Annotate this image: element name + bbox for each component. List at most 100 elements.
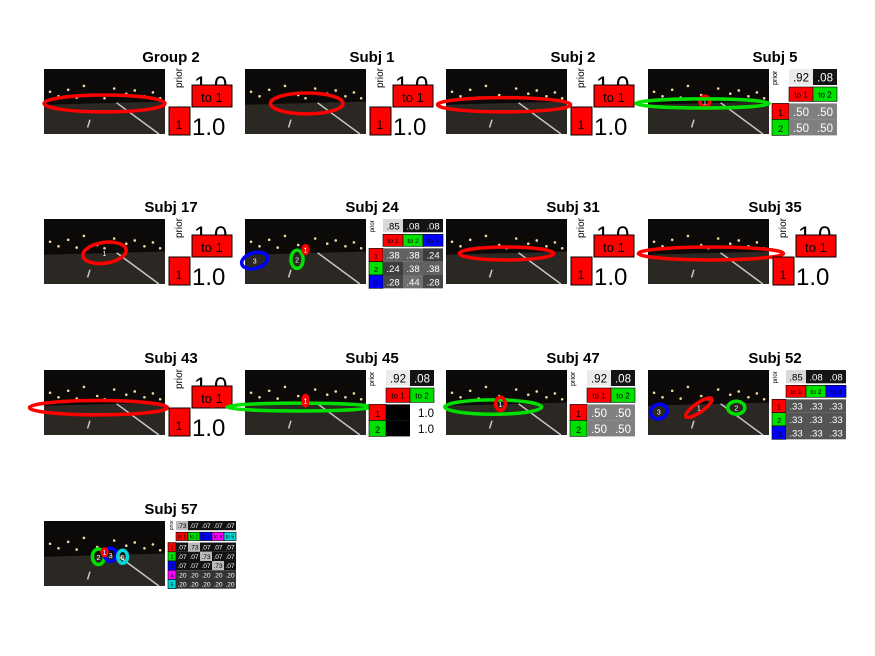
scene-light: [561, 398, 564, 401]
scene-light: [535, 390, 538, 393]
scene-light: [314, 388, 317, 391]
source-label: 1: [171, 546, 174, 552]
scene-light: [747, 95, 750, 98]
scene-light: [113, 87, 116, 90]
prior-value: .07: [201, 523, 211, 530]
scene-ground: [245, 102, 366, 135]
scene-light: [113, 539, 116, 542]
prior-label: prior: [174, 368, 185, 389]
scene-light: [125, 393, 128, 396]
matrix-value: .20: [177, 572, 187, 579]
scene-light: [661, 95, 664, 98]
matrix-value: .20: [225, 572, 235, 579]
scene-image: [245, 69, 366, 134]
matrix-value: .73: [213, 563, 223, 570]
matrix-value: 1.0: [418, 424, 434, 436]
scene-light: [143, 245, 146, 248]
scene-light: [451, 90, 454, 93]
matrix-value: .33: [809, 428, 822, 439]
scene-light: [485, 386, 488, 389]
scene-light: [284, 386, 287, 389]
matrix-value: .33: [789, 415, 802, 426]
scene-light: [250, 391, 253, 394]
source-label: 2: [777, 416, 781, 425]
prior-label: prior: [770, 70, 779, 85]
matrix-value: .50: [615, 424, 631, 436]
target-label: to 2: [415, 392, 429, 401]
matrix-value: .07: [213, 545, 223, 552]
target-label: to 3: [202, 534, 211, 540]
matrix-cell: 1.0: [594, 114, 627, 141]
scene-light: [152, 91, 155, 94]
panel-title: Subj 52: [748, 350, 801, 367]
matrix-value: 1.0: [418, 408, 434, 420]
matrix-cell: 1.0: [796, 264, 829, 291]
scene-light: [133, 541, 136, 544]
matrix-value: .07: [189, 563, 199, 570]
scene-light: [49, 240, 52, 243]
scene-light: [159, 247, 162, 250]
scene-light: [535, 239, 538, 242]
scene-light: [268, 89, 271, 92]
cluster-ellipse-label: 2: [734, 406, 738, 413]
scene-light: [334, 390, 337, 393]
scene-light: [113, 237, 116, 240]
source-label: 1: [778, 108, 783, 118]
prior-label: prior: [375, 67, 386, 88]
scene-light: [554, 241, 557, 244]
scene-light: [103, 97, 106, 100]
scene-light: [353, 241, 356, 244]
scene-light: [459, 245, 462, 248]
scene-light: [314, 87, 317, 90]
source-label: 3: [171, 564, 174, 570]
scene-light: [554, 91, 557, 94]
matrix-value: .33: [789, 402, 802, 413]
target-label: to 1: [201, 90, 223, 105]
matrix-value: .07: [201, 545, 211, 552]
prior-value: .92: [390, 373, 406, 385]
matrix-value: .73: [201, 554, 211, 561]
source-label: 4: [171, 573, 174, 579]
panel-title: Subj 43: [144, 350, 197, 367]
scene-light: [561, 97, 564, 100]
panel-title: Subj 47: [546, 350, 599, 367]
scene-light: [67, 89, 70, 92]
source-label: 1: [176, 419, 183, 433]
scene-light: [485, 85, 488, 88]
matrix-value: .07: [213, 554, 223, 561]
scene-light: [451, 240, 454, 243]
scene-light: [653, 240, 656, 243]
scene-light: [527, 242, 530, 245]
scene-light: [334, 239, 337, 242]
cluster-ellipse-label: 1: [304, 399, 308, 406]
scene-light: [284, 235, 287, 238]
target-label: to 1: [201, 240, 223, 255]
scene-light: [67, 541, 70, 544]
matrix-value: .07: [177, 545, 187, 552]
panel-title: Subj 35: [748, 199, 801, 216]
prior-label: prior: [576, 67, 587, 88]
scene-light: [717, 87, 720, 90]
scene-light: [515, 87, 518, 90]
scene-image: [648, 370, 769, 435]
prior-label: prior: [370, 220, 376, 232]
scene-light: [250, 90, 253, 93]
scene-light: [314, 237, 317, 240]
source-label: 2: [576, 425, 581, 435]
scene-light: [661, 396, 664, 399]
scene-ground: [245, 252, 366, 285]
cluster-ellipse-label: 3: [657, 410, 661, 417]
matrix-cell: 1.0: [393, 114, 426, 141]
scene-light: [49, 391, 52, 394]
prior-label: prior: [778, 217, 789, 238]
matrix-value: .20: [213, 572, 223, 579]
prior-label: prior: [773, 371, 779, 383]
scene-light: [545, 396, 548, 399]
matrix-value: .50: [817, 107, 833, 119]
scene-light: [756, 392, 759, 395]
target-label: to 4: [214, 534, 223, 540]
prior-label: prior: [169, 520, 175, 530]
prior-label: prior: [568, 371, 577, 386]
scene-light: [671, 89, 674, 92]
